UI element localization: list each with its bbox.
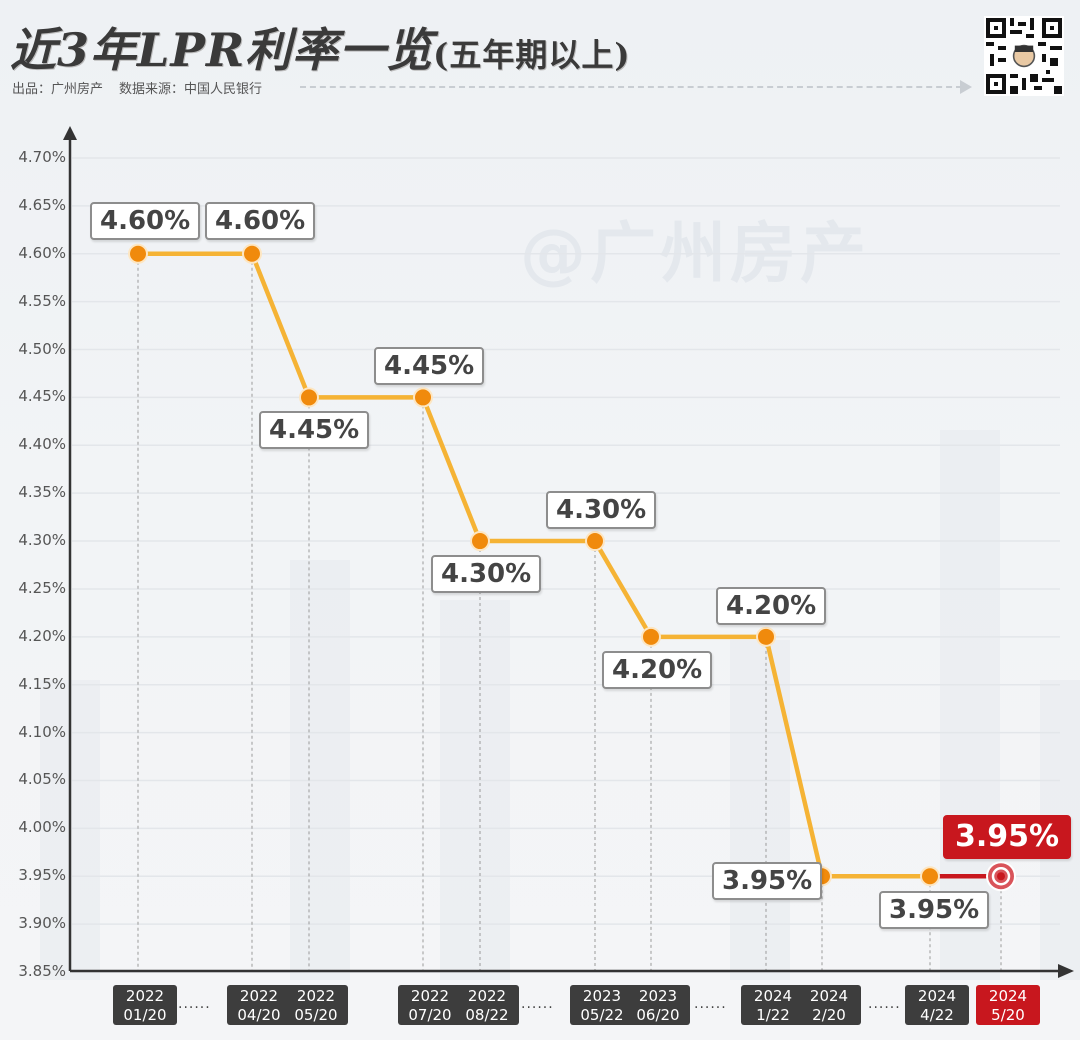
highlight-point-core <box>997 872 1005 881</box>
y-axis-arrow-icon <box>63 126 77 140</box>
title-sub: (五年期以上) <box>433 36 631 74</box>
y-tick-label: 4.15% <box>18 674 66 693</box>
date-year: 2024 <box>753 987 793 1005</box>
arrow-right-icon <box>960 80 972 94</box>
dashed-divider <box>300 86 962 88</box>
data-line <box>138 251 1001 879</box>
date-month-day: 5/20 <box>991 1006 1025 1024</box>
background-building <box>940 430 1000 980</box>
gap-dots: ······ <box>521 1000 554 1016</box>
qr-code[interactable] <box>984 16 1064 96</box>
data-point <box>585 531 605 552</box>
value-label: 4.20% <box>602 651 713 689</box>
rate-line <box>138 251 930 879</box>
y-tick-label: 3.85% <box>18 962 66 980</box>
date-year: 2022 <box>296 987 336 1005</box>
chart-grid <box>72 157 1060 973</box>
date-month-day: 2/20 <box>812 1006 846 1024</box>
qr-code-icon <box>986 18 1062 94</box>
date-month-day: 05/22 <box>580 1006 624 1024</box>
data-point <box>641 626 661 647</box>
background-building <box>290 560 350 980</box>
date-label: 2024 5/20 <box>976 985 1040 1025</box>
data-point <box>413 387 433 408</box>
page-title: 近3年LPR利率一览(五年期以上) <box>10 14 630 80</box>
gap-dots: ······ <box>694 1000 727 1016</box>
y-tick-label: 4.70% <box>18 148 66 166</box>
date-month-day: 05/20 <box>294 1006 338 1024</box>
date-month-day: 07/20 <box>408 1006 452 1024</box>
y-tick-label: 4.50% <box>18 339 66 358</box>
date-label: 2022 05/20 <box>284 985 348 1025</box>
y-tick-label: 4.35% <box>18 483 66 502</box>
y-tick-label: 4.30% <box>18 531 66 550</box>
data-source-text: 数据来源：中国人民银行 <box>119 82 263 97</box>
date-label: 2023 06/20 <box>626 985 690 1025</box>
date-label: 2024 2/20 <box>797 985 861 1025</box>
y-tick-label: 4.45% <box>18 387 66 406</box>
value-label: 4.45% <box>374 347 485 385</box>
date-month-day: 04/20 <box>237 1006 281 1024</box>
value-label: 4.30% <box>431 555 542 593</box>
date-month-day: 4/22 <box>920 1006 954 1024</box>
date-label: 2022 07/20 <box>398 985 462 1025</box>
data-point <box>470 531 490 552</box>
y-tick-label: 4.65% <box>18 195 66 214</box>
data-point <box>756 626 776 647</box>
date-year: 2023 <box>638 987 678 1005</box>
data-point <box>128 243 148 264</box>
date-month-day: 08/22 <box>465 1006 509 1024</box>
gap-dots: ······ <box>178 1000 211 1016</box>
date-month-day: 1/22 <box>756 1006 790 1024</box>
date-month-day: 01/20 <box>123 1006 167 1024</box>
y-tick-label: 4.60% <box>18 243 66 262</box>
date-year: 2024 <box>917 987 957 1005</box>
value-label: 3.95% <box>879 891 990 929</box>
date-year: 2024 <box>809 987 849 1005</box>
value-label: 4.60% <box>90 202 201 240</box>
data-point <box>299 387 319 408</box>
value-label: 4.20% <box>716 587 827 625</box>
latest-value-label: 3.95% <box>943 815 1072 859</box>
y-tick-label: 3.90% <box>18 914 66 933</box>
date-year: 2022 <box>239 987 279 1005</box>
date-label: 2023 05/22 <box>570 985 634 1025</box>
background-building <box>440 600 510 980</box>
date-label: 2024 1/22 <box>741 985 805 1025</box>
y-tick-label: 4.10% <box>18 722 66 741</box>
gap-dots: ······ <box>868 1000 901 1016</box>
value-label: 4.45% <box>259 411 370 449</box>
y-tick-label: 3.95% <box>18 866 66 885</box>
y-tick-label: 4.25% <box>18 578 66 597</box>
data-point <box>920 866 940 887</box>
y-tick-label: 4.55% <box>18 291 66 310</box>
source-line: 出品：广州房产 数据来源：中国人民银行 <box>12 78 278 97</box>
date-label: 2022 04/20 <box>227 985 291 1025</box>
date-label: 2022 08/22 <box>455 985 519 1025</box>
data-points <box>128 243 1016 892</box>
value-label: 4.30% <box>546 491 657 529</box>
chart-drop-lines <box>137 261 1002 971</box>
data-point <box>242 243 262 264</box>
value-label: 3.95% <box>712 862 823 900</box>
date-month-day: 06/20 <box>636 1006 680 1024</box>
date-label: 2024 4/22 <box>905 985 969 1025</box>
date-year: 2023 <box>582 987 622 1005</box>
y-tick-label: 4.20% <box>18 626 66 645</box>
highlight-point-ring <box>991 866 1011 886</box>
date-year: 2022 <box>467 987 507 1005</box>
date-label: 2022 01/20 <box>113 985 177 1025</box>
value-label: 4.60% <box>205 202 316 240</box>
title-main: 近3年LPR利率一览 <box>10 23 434 77</box>
date-year: 2024 <box>988 987 1028 1005</box>
y-tick-label: 4.05% <box>18 770 66 789</box>
date-year: 2022 <box>125 987 165 1005</box>
producer-text: 出品：广州房产 <box>12 82 104 97</box>
y-tick-label: 4.40% <box>18 435 66 454</box>
date-year: 2022 <box>410 987 450 1005</box>
x-axis-arrow-icon <box>1058 964 1074 978</box>
y-tick-label: 4.00% <box>18 818 66 837</box>
